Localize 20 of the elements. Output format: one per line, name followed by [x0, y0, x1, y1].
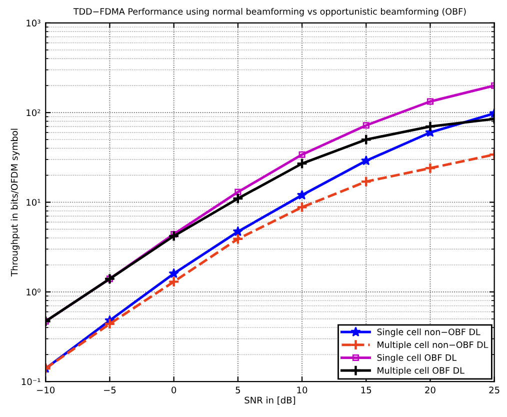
- y-tick-label: 10²: [26, 109, 40, 116]
- x-tick-label: 10: [297, 386, 308, 394]
- x-tick-label: 20: [425, 386, 436, 394]
- x-tick-label: −10: [37, 386, 55, 394]
- x-axis-title: SNR in [dB]: [244, 396, 296, 405]
- chart-title: TDD−FDMA Performance using normal beamforming vs opportunistic beamforming (OBF): [73, 8, 466, 16]
- x-tick-label: 0: [172, 386, 176, 394]
- legend-label: Multiple cell non−OBF DL: [378, 341, 488, 350]
- legend-label: Single cell OBF DL: [377, 354, 457, 363]
- y-tick-label: 10⁰: [26, 288, 40, 296]
- x-tick-label: 5: [236, 386, 240, 394]
- y-tick-label: 10⁻¹: [22, 378, 40, 386]
- x-tick-label: −5: [104, 386, 116, 394]
- y-tick-label: 10¹: [26, 198, 40, 206]
- x-tick-label: 15: [361, 386, 372, 394]
- y-tick-label: 10³: [26, 20, 40, 26]
- legend-label: Multiple cell OBF DL: [378, 366, 464, 376]
- legend-label: Single cell non−OBF DL: [377, 328, 480, 337]
- x-tick-label: 25: [489, 386, 500, 394]
- y-axis-title: Throughput in bits/OFDM symbol: [10, 128, 20, 276]
